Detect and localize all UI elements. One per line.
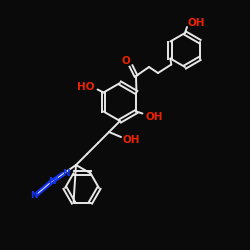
Text: OH: OH: [146, 112, 163, 122]
Text: N: N: [30, 192, 38, 200]
Text: OH: OH: [122, 135, 140, 145]
Text: O: O: [122, 56, 130, 66]
Text: OH: OH: [187, 18, 205, 28]
Text: HO: HO: [77, 82, 94, 92]
Text: N: N: [62, 168, 70, 177]
Text: N: N: [48, 178, 56, 186]
Text: +: +: [54, 176, 60, 182]
